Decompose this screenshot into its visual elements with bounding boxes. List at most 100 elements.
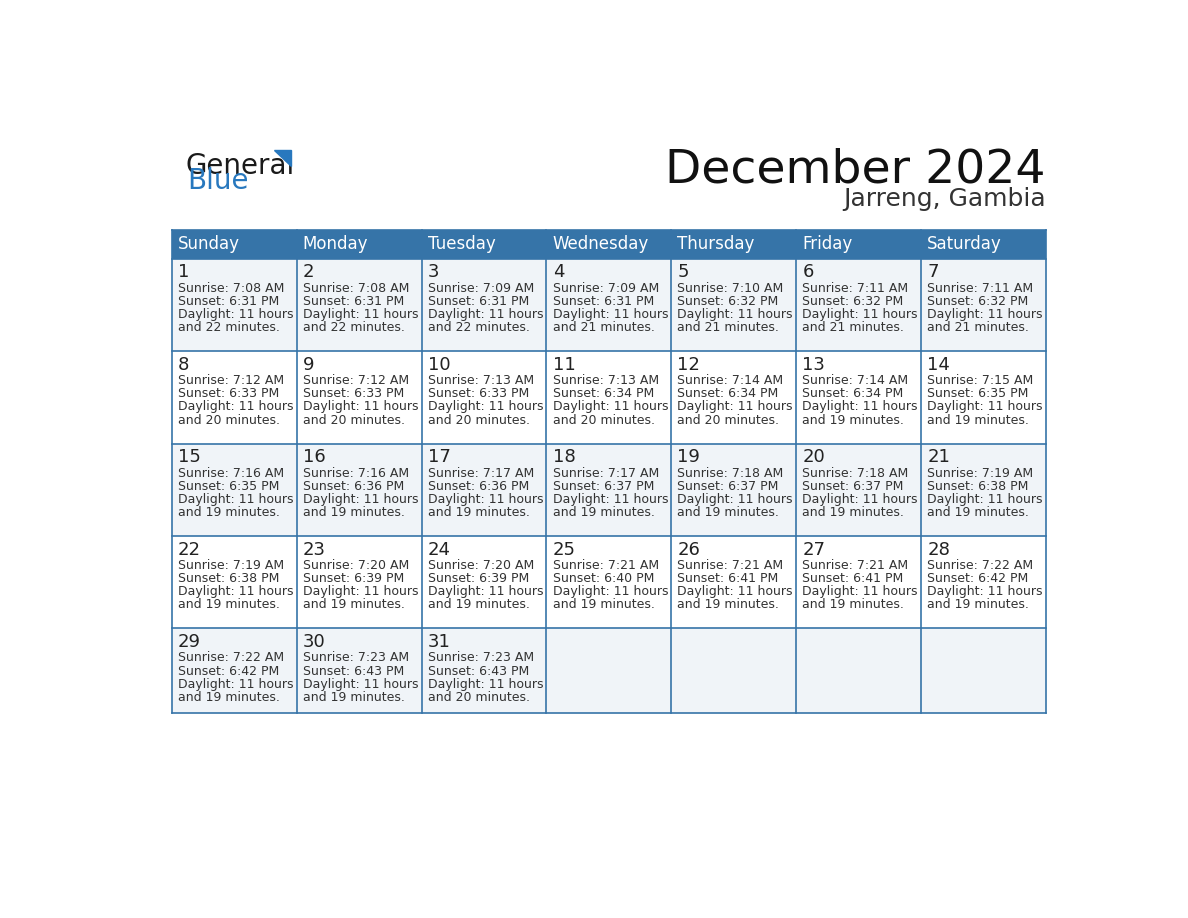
Text: 15: 15 <box>178 448 201 466</box>
Bar <box>422 352 546 443</box>
Text: and 19 minutes.: and 19 minutes. <box>178 690 280 704</box>
Text: and 19 minutes.: and 19 minutes. <box>428 599 530 611</box>
Text: 19: 19 <box>677 448 701 466</box>
Text: Daylight: 11 hours: Daylight: 11 hours <box>928 400 1043 413</box>
Text: Sunset: 6:34 PM: Sunset: 6:34 PM <box>677 387 779 400</box>
Text: Sunrise: 7:14 AM: Sunrise: 7:14 AM <box>802 375 909 387</box>
Text: 29: 29 <box>178 633 201 651</box>
Text: Friday: Friday <box>802 235 853 253</box>
Text: Daylight: 11 hours: Daylight: 11 hours <box>552 493 668 506</box>
Bar <box>172 352 297 443</box>
Text: General: General <box>185 151 295 180</box>
Text: Sunrise: 7:17 AM: Sunrise: 7:17 AM <box>552 466 659 480</box>
Text: 4: 4 <box>552 263 564 282</box>
Text: Daylight: 11 hours: Daylight: 11 hours <box>303 308 418 321</box>
Text: Sunset: 6:31 PM: Sunset: 6:31 PM <box>303 295 404 308</box>
Text: and 19 minutes.: and 19 minutes. <box>178 506 280 519</box>
Text: Sunset: 6:37 PM: Sunset: 6:37 PM <box>552 480 653 493</box>
Bar <box>422 259 546 352</box>
Bar <box>921 352 1045 443</box>
Text: Sunday: Sunday <box>178 235 240 253</box>
Text: 11: 11 <box>552 356 575 374</box>
Text: Daylight: 11 hours: Daylight: 11 hours <box>428 677 543 690</box>
Bar <box>297 352 422 443</box>
Text: Sunset: 6:33 PM: Sunset: 6:33 PM <box>303 387 404 400</box>
Text: Daylight: 11 hours: Daylight: 11 hours <box>303 493 418 506</box>
Text: 21: 21 <box>928 448 950 466</box>
Text: Daylight: 11 hours: Daylight: 11 hours <box>802 308 918 321</box>
Text: and 19 minutes.: and 19 minutes. <box>802 506 904 519</box>
Text: 27: 27 <box>802 541 826 558</box>
Text: Wednesday: Wednesday <box>552 235 649 253</box>
Text: 16: 16 <box>303 448 326 466</box>
Text: 13: 13 <box>802 356 826 374</box>
Text: Daylight: 11 hours: Daylight: 11 hours <box>303 677 418 690</box>
Bar <box>671 259 796 352</box>
Bar <box>546 352 671 443</box>
Text: and 19 minutes.: and 19 minutes. <box>178 599 280 611</box>
Text: and 19 minutes.: and 19 minutes. <box>677 506 779 519</box>
Text: Monday: Monday <box>303 235 368 253</box>
Text: and 19 minutes.: and 19 minutes. <box>303 599 405 611</box>
Text: Daylight: 11 hours: Daylight: 11 hours <box>928 493 1043 506</box>
Text: and 20 minutes.: and 20 minutes. <box>677 413 779 427</box>
Text: Sunrise: 7:22 AM: Sunrise: 7:22 AM <box>178 652 284 665</box>
Bar <box>422 443 546 536</box>
Text: Sunrise: 7:16 AM: Sunrise: 7:16 AM <box>178 466 284 480</box>
Text: Daylight: 11 hours: Daylight: 11 hours <box>178 677 293 690</box>
Text: Daylight: 11 hours: Daylight: 11 hours <box>677 308 794 321</box>
Text: Sunrise: 7:19 AM: Sunrise: 7:19 AM <box>928 466 1034 480</box>
Text: 14: 14 <box>928 356 950 374</box>
Bar <box>546 259 671 352</box>
Text: Daylight: 11 hours: Daylight: 11 hours <box>928 308 1043 321</box>
Text: 26: 26 <box>677 541 701 558</box>
Text: Tuesday: Tuesday <box>428 235 495 253</box>
Bar <box>796 259 921 352</box>
Text: Daylight: 11 hours: Daylight: 11 hours <box>178 586 293 599</box>
Text: and 21 minutes.: and 21 minutes. <box>677 321 779 334</box>
Text: 5: 5 <box>677 263 689 282</box>
Text: 2: 2 <box>303 263 315 282</box>
Text: Sunset: 6:40 PM: Sunset: 6:40 PM <box>552 572 653 585</box>
Polygon shape <box>274 151 291 165</box>
Bar <box>172 230 1045 259</box>
Bar <box>297 443 422 536</box>
Text: Jarreng, Gambia: Jarreng, Gambia <box>843 187 1045 211</box>
Text: Sunset: 6:36 PM: Sunset: 6:36 PM <box>303 480 404 493</box>
Text: Sunrise: 7:17 AM: Sunrise: 7:17 AM <box>428 466 533 480</box>
Text: Sunrise: 7:08 AM: Sunrise: 7:08 AM <box>303 282 409 295</box>
Text: 25: 25 <box>552 541 576 558</box>
Text: and 22 minutes.: and 22 minutes. <box>428 321 530 334</box>
Bar <box>172 259 297 352</box>
Text: Sunset: 6:31 PM: Sunset: 6:31 PM <box>428 295 529 308</box>
Text: Sunset: 6:37 PM: Sunset: 6:37 PM <box>802 480 904 493</box>
Text: Daylight: 11 hours: Daylight: 11 hours <box>802 400 918 413</box>
Text: 12: 12 <box>677 356 701 374</box>
Bar <box>546 443 671 536</box>
Bar <box>172 536 297 628</box>
Text: Sunset: 6:41 PM: Sunset: 6:41 PM <box>677 572 779 585</box>
Text: Sunrise: 7:20 AM: Sunrise: 7:20 AM <box>428 559 533 572</box>
Text: Sunrise: 7:12 AM: Sunrise: 7:12 AM <box>303 375 409 387</box>
Text: Sunset: 6:41 PM: Sunset: 6:41 PM <box>802 572 904 585</box>
Text: Daylight: 11 hours: Daylight: 11 hours <box>677 586 794 599</box>
Text: Daylight: 11 hours: Daylight: 11 hours <box>552 308 668 321</box>
Text: and 19 minutes.: and 19 minutes. <box>428 506 530 519</box>
Text: Sunset: 6:43 PM: Sunset: 6:43 PM <box>303 665 404 677</box>
Text: Daylight: 11 hours: Daylight: 11 hours <box>802 586 918 599</box>
Bar <box>297 259 422 352</box>
Text: Sunrise: 7:16 AM: Sunrise: 7:16 AM <box>303 466 409 480</box>
Text: Sunrise: 7:18 AM: Sunrise: 7:18 AM <box>802 466 909 480</box>
Text: and 21 minutes.: and 21 minutes. <box>928 321 1029 334</box>
Bar <box>921 536 1045 628</box>
Bar <box>921 259 1045 352</box>
Text: Sunset: 6:32 PM: Sunset: 6:32 PM <box>928 295 1029 308</box>
Text: Sunset: 6:39 PM: Sunset: 6:39 PM <box>303 572 404 585</box>
Bar <box>297 536 422 628</box>
Text: 28: 28 <box>928 541 950 558</box>
Bar <box>796 536 921 628</box>
Text: and 19 minutes.: and 19 minutes. <box>303 690 405 704</box>
Text: Sunset: 6:33 PM: Sunset: 6:33 PM <box>178 387 279 400</box>
Text: Daylight: 11 hours: Daylight: 11 hours <box>677 493 794 506</box>
Bar <box>796 352 921 443</box>
